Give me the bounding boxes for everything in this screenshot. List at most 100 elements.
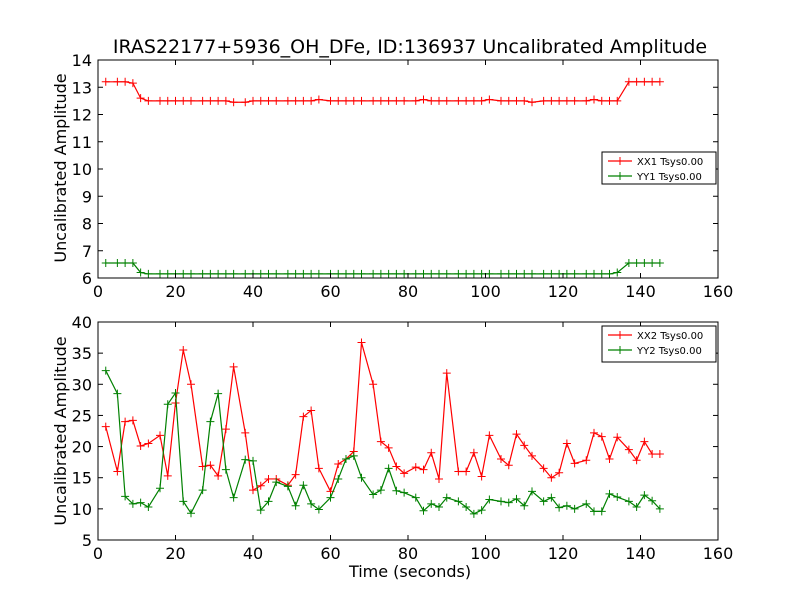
- data-point: [283, 269, 292, 278]
- data-point: [590, 428, 598, 437]
- data-point: [504, 461, 513, 470]
- data-point: [163, 471, 172, 480]
- data-point: [562, 96, 571, 105]
- data-point: [128, 499, 137, 508]
- data-point: [648, 496, 657, 505]
- data-point: [655, 504, 664, 513]
- data-point: [101, 259, 110, 268]
- data-point: [520, 96, 529, 105]
- data-point: [485, 269, 494, 278]
- data-point: [547, 493, 556, 502]
- data-point: [435, 96, 443, 105]
- data-point: [334, 460, 343, 469]
- data-point: [214, 389, 223, 398]
- data-point: [539, 269, 548, 278]
- data-point: [101, 77, 110, 86]
- data-point: [640, 77, 649, 86]
- data-point: [156, 269, 164, 278]
- data-point: [624, 259, 633, 268]
- data-point: [249, 96, 257, 105]
- data-point: [528, 269, 536, 278]
- data-point: [128, 259, 137, 268]
- legend-label: XX1 Tsys0.00: [637, 157, 703, 168]
- data-point: [400, 269, 409, 278]
- data-point: [570, 459, 579, 468]
- data-point: [597, 269, 606, 278]
- data-point: [582, 456, 591, 465]
- x-tick-label: 20: [165, 282, 185, 301]
- data-point: [562, 269, 571, 278]
- x-tick-label: 160: [703, 282, 734, 301]
- data-point: [156, 484, 164, 493]
- data-point: [562, 439, 571, 448]
- data-point: [121, 77, 130, 86]
- data-point: [454, 497, 463, 506]
- data-point: [113, 77, 122, 86]
- data-point: [206, 461, 215, 470]
- data-point: [477, 269, 486, 278]
- x-tick-label: 140: [625, 282, 656, 301]
- data-point: [128, 416, 137, 425]
- data-point: [384, 269, 393, 278]
- data-point: [349, 451, 358, 460]
- legend-label: YY2 Tsys0.00: [636, 346, 702, 357]
- ticks-bottom: 0 20 40 60 80 100 120 140 160 5 10 15 20 25 30 35 40: [72, 313, 734, 563]
- data-point: [411, 463, 420, 472]
- data-point: [504, 269, 513, 278]
- data-point: [249, 456, 257, 465]
- y-tick-label: 7: [82, 242, 92, 261]
- data-point: [539, 96, 548, 105]
- data-point: [214, 96, 223, 105]
- data-point: [264, 497, 273, 506]
- data-point: [411, 493, 420, 502]
- data-point: [241, 98, 250, 107]
- data-point: [163, 269, 172, 278]
- data-point: [206, 417, 215, 426]
- data-point: [241, 455, 250, 464]
- legend-box: [601, 151, 717, 185]
- y-tick-label: 8: [82, 215, 92, 234]
- data-point: [597, 507, 606, 516]
- data-point: [582, 499, 591, 508]
- data-point: [291, 501, 300, 510]
- data-point: [264, 96, 273, 105]
- data-point: [314, 505, 323, 514]
- data-point: [520, 269, 529, 278]
- data-point: [528, 451, 536, 460]
- data-point: [179, 497, 188, 506]
- data-point: [462, 502, 471, 511]
- data-point: [357, 473, 366, 482]
- data-point: [419, 506, 428, 515]
- data-point: [605, 96, 614, 105]
- data-point: [101, 366, 110, 375]
- data-point: [555, 503, 564, 512]
- x-tick-label: 60: [320, 282, 340, 301]
- legend-label: YY1 Tsys0.00: [636, 172, 702, 183]
- data-point: [597, 96, 606, 105]
- data-point: [128, 79, 137, 88]
- data-point: [272, 478, 281, 487]
- data-point: [632, 502, 641, 511]
- data-point: [613, 493, 622, 502]
- y-tick-label: 30: [72, 375, 92, 394]
- data-point: [512, 494, 521, 503]
- data-point: [326, 493, 335, 502]
- data-point: [179, 96, 188, 105]
- data-point: [435, 502, 443, 511]
- data-point: [562, 501, 571, 510]
- data-point: [376, 269, 385, 278]
- data-point: [613, 96, 622, 105]
- data-point: [613, 268, 622, 277]
- y-tick-label: 10: [72, 500, 92, 519]
- data-point: [469, 269, 478, 278]
- data-point: [590, 507, 598, 516]
- data-point: [307, 406, 316, 415]
- data-point: [144, 502, 153, 511]
- x-tick-label: 40: [243, 544, 263, 563]
- data-point: [392, 462, 401, 471]
- data-point: [376, 437, 385, 446]
- y-tick-label: 40: [72, 313, 92, 332]
- data-point: [384, 443, 393, 452]
- data-point: [477, 506, 486, 515]
